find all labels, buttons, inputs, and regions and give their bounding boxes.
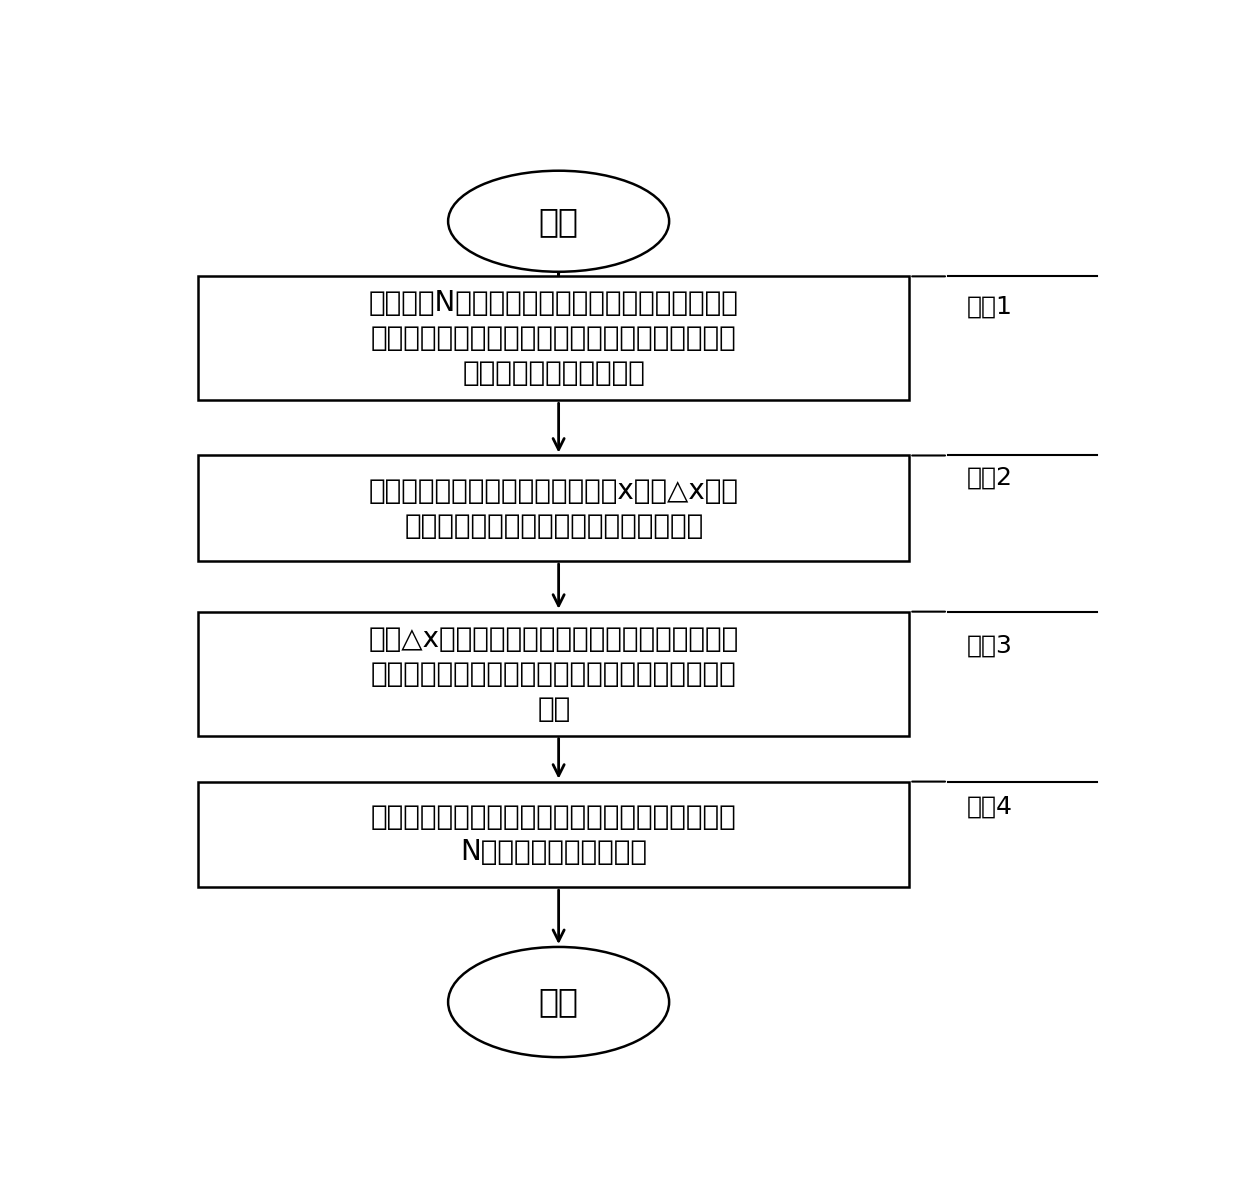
Text: 基于△x段管道的电位降建立基于欧姆定律的微分: 基于△x段管道的电位降建立基于欧姆定律的微分 [368, 625, 739, 653]
Text: 方程积分得出电压降、管道参数及该段长度的积分: 方程积分得出电压降、管道参数及该段长度的积分 [371, 660, 737, 687]
Text: 方程: 方程 [537, 694, 570, 723]
FancyBboxPatch shape [198, 781, 909, 888]
Text: 步骤1: 步骤1 [967, 295, 1013, 319]
Text: 根据埋地金属管道距离通电点长度x处，△x段管: 根据埋地金属管道距离通电点长度x处，△x段管 [368, 477, 739, 505]
Text: 结束: 结束 [538, 985, 579, 1019]
FancyBboxPatch shape [198, 456, 909, 561]
Text: N根埋地管道的保护长度: N根埋地管道的保护长度 [460, 837, 647, 866]
Text: 步骤4: 步骤4 [967, 795, 1013, 818]
Text: 道的电位降建立基于欧姆定律的微分方程: 道的电位降建立基于欧姆定律的微分方程 [404, 512, 703, 539]
FancyBboxPatch shape [198, 277, 909, 401]
Text: 开始: 开始 [538, 205, 579, 237]
Text: 步骤2: 步骤2 [967, 466, 1013, 490]
FancyBboxPatch shape [198, 612, 909, 736]
Text: 建立强制电流系统下多管道极化模型，所述模型应: 建立强制电流系统下多管道极化模型，所述模型应 [371, 324, 737, 352]
Text: 根据电压降、管道参数及该段长度的积分方程得出: 根据电压降、管道参数及该段长度的积分方程得出 [371, 803, 737, 832]
Text: 步骤3: 步骤3 [967, 635, 1013, 659]
Text: 考虑并行管道间可靠跨接: 考虑并行管道间可靠跨接 [463, 359, 645, 388]
Ellipse shape [448, 171, 670, 272]
Text: 根据并行N根埋地管道各管道管径、壁厚及防腐层: 根据并行N根埋地管道各管道管径、壁厚及防腐层 [368, 290, 739, 317]
Ellipse shape [448, 947, 670, 1057]
